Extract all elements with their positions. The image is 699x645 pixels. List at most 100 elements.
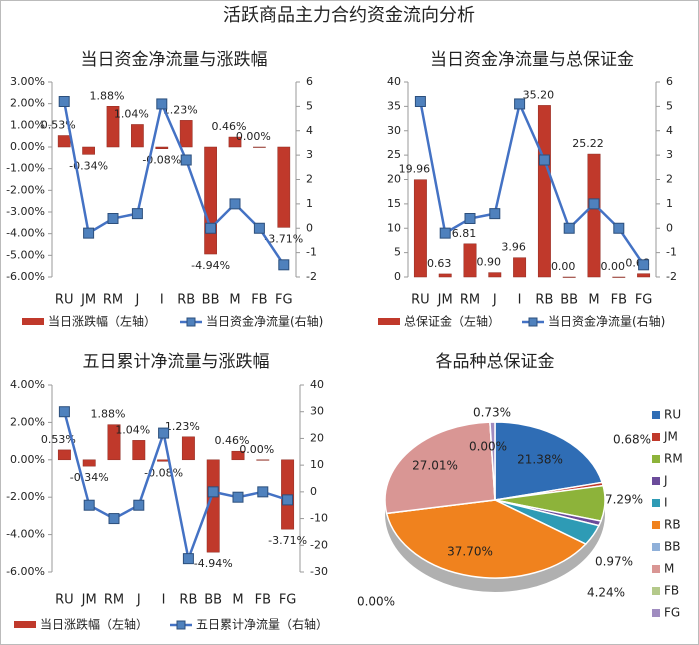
- y-tick-label: 5: [394, 246, 401, 259]
- line-marker: [257, 486, 269, 498]
- x-tick-label: I: [518, 293, 522, 308]
- x-tick-label: RU: [55, 593, 74, 608]
- y-tick-label: 0.00%: [10, 140, 45, 153]
- y-tick-label: -4.00%: [6, 528, 45, 541]
- x-tick-label: FB: [611, 293, 627, 308]
- x-tick-label: M: [232, 593, 243, 608]
- data-label: 1.23%: [165, 420, 200, 433]
- x-tick-label: J: [134, 293, 139, 308]
- pie-slice: [385, 499, 588, 579]
- x-tick-label: J: [136, 593, 141, 608]
- pie-label: 7.29%: [605, 493, 643, 507]
- bar: [637, 273, 651, 278]
- legend-swatch: [378, 318, 400, 325]
- data-label: -3.71%: [264, 232, 303, 245]
- pie-label: 0.97%: [595, 555, 633, 569]
- legend-label: 当日资金净流量(右轴): [206, 314, 323, 329]
- y2-tick-label: -2: [666, 270, 677, 283]
- line-marker: [83, 227, 95, 239]
- pie-label: 4.24%: [587, 586, 625, 600]
- x-tick-label: JM: [81, 593, 97, 608]
- data-label: -0.34%: [69, 159, 108, 172]
- legend-swatch: [652, 587, 660, 595]
- legend-swatch: [22, 318, 44, 325]
- x-tick-label: BB: [202, 293, 220, 308]
- data-label: -3.71%: [268, 534, 307, 547]
- y-tick-label: -5.00%: [6, 248, 45, 261]
- bar: [537, 105, 551, 278]
- y2-tick-label: -10: [310, 512, 328, 525]
- legend-label: 当日涨跌幅（左轴）: [48, 314, 156, 329]
- data-label: 25.22: [572, 137, 604, 150]
- data-label: -4.94%: [191, 259, 230, 272]
- bar: [438, 273, 452, 278]
- legend-swatch: [652, 455, 660, 463]
- y2-tick-label: 4: [666, 124, 673, 137]
- bar: [562, 276, 576, 278]
- y-tick-label: -1.00%: [6, 162, 45, 175]
- line-marker: [489, 208, 501, 220]
- line: [63, 411, 288, 564]
- x-tick-label: RM: [103, 293, 123, 308]
- y2-tick-label: 3: [666, 148, 673, 161]
- y2-tick-label: 0: [310, 485, 317, 498]
- y2-tick-label: 30: [310, 405, 324, 418]
- legend-label: JM: [663, 430, 678, 444]
- line-marker: [205, 222, 217, 234]
- data-label: 19.96: [399, 163, 431, 176]
- legend-label: FB: [664, 584, 679, 598]
- x-tick-label: JM: [80, 293, 96, 308]
- line-marker: [83, 499, 95, 511]
- x-tick-label: RM: [460, 293, 480, 308]
- y-tick-label: 10: [387, 221, 401, 234]
- y2-tick-label: 1: [306, 197, 313, 210]
- y-tick-label: 30: [387, 124, 401, 137]
- legend-swatch: [14, 621, 36, 628]
- data-label: 3.96: [501, 241, 526, 254]
- y2-tick-label: -1: [666, 246, 677, 259]
- bar: [612, 276, 626, 278]
- data-label: 35.20: [523, 88, 555, 101]
- y-tick-label: 0.00%: [10, 453, 45, 466]
- y2-tick-label: 5: [306, 99, 313, 112]
- bar: [179, 120, 193, 148]
- line-marker: [638, 259, 650, 271]
- y2-tick-label: 0: [666, 221, 673, 234]
- bar: [132, 440, 146, 461]
- y-tick-label: 2.00%: [10, 97, 45, 110]
- bar: [463, 243, 477, 278]
- line-marker: [613, 222, 625, 234]
- bar: [155, 146, 169, 149]
- chart-title: 五日累计净流量与涨跌幅: [83, 352, 270, 372]
- legend-swatch: [528, 317, 538, 327]
- y2-tick-label: 5: [666, 99, 673, 112]
- y2-tick-label: -1: [306, 246, 317, 259]
- legend-label: M: [664, 562, 674, 576]
- bar: [82, 146, 95, 155]
- line-marker: [464, 213, 476, 224]
- data-label: -4.94%: [194, 557, 233, 570]
- line-marker: [538, 154, 550, 166]
- y2-tick-label: 6: [666, 75, 673, 88]
- line-marker: [180, 154, 192, 166]
- pie-label: 0.00%: [357, 595, 395, 609]
- data-label: 0.53%: [41, 433, 76, 446]
- bar: [181, 436, 195, 461]
- legend-swatch: [652, 433, 660, 441]
- data-label: -0.08%: [142, 154, 181, 167]
- y-tick-label: 2.00%: [10, 415, 45, 428]
- y2-tick-label: 40: [310, 378, 324, 391]
- legend-swatch: [186, 317, 196, 327]
- x-tick-label: RB: [535, 293, 553, 308]
- data-label: 6.81: [452, 227, 477, 240]
- line-marker: [563, 222, 575, 234]
- y2-tick-label: 1: [666, 197, 673, 210]
- x-tick-label: JM: [437, 293, 453, 308]
- line: [419, 99, 645, 266]
- legend-swatch: [652, 543, 660, 551]
- x-tick-label: J: [492, 293, 497, 308]
- chart-title: 当日资金净流量与涨跌幅: [81, 50, 268, 70]
- y-tick-label: 15: [387, 197, 401, 210]
- bar: [413, 179, 427, 278]
- line-marker: [131, 208, 143, 220]
